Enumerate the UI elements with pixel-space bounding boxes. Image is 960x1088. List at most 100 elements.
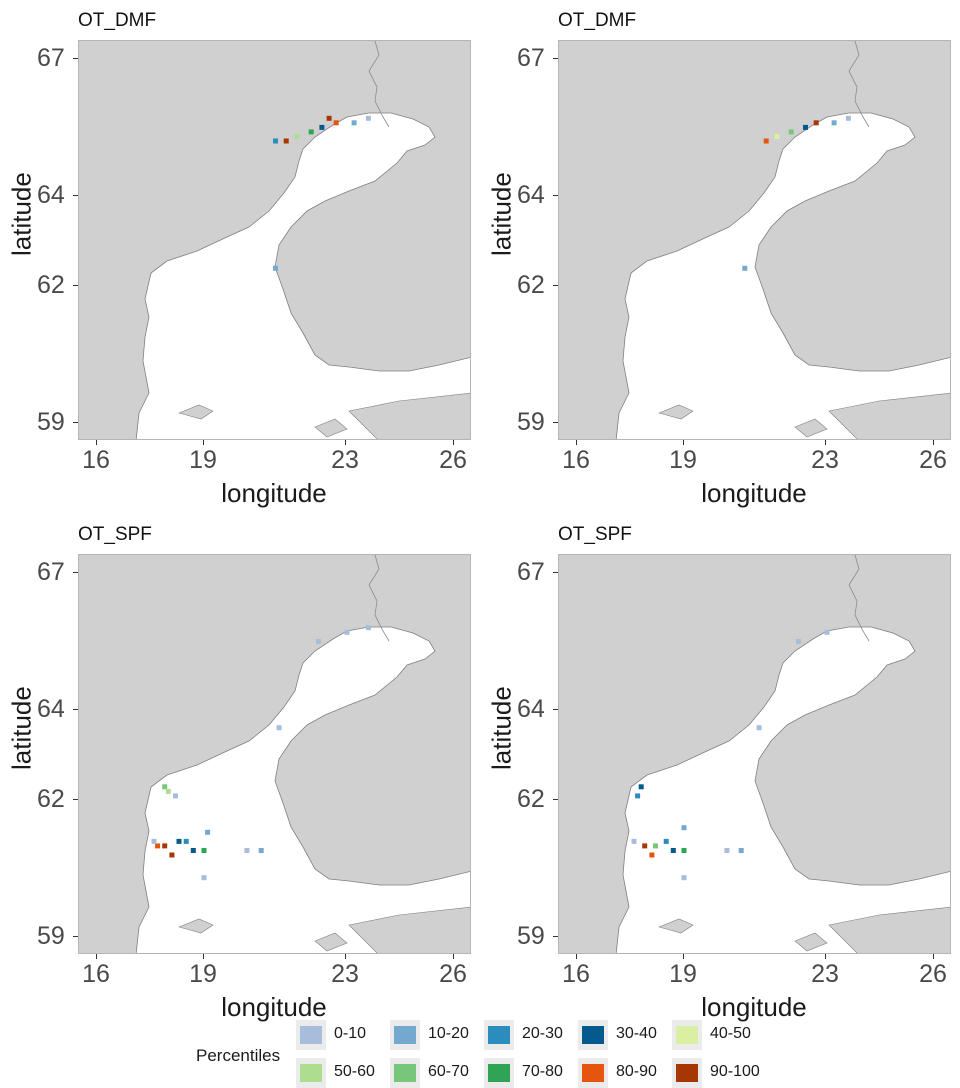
fishing-effort-cell: [670, 848, 676, 853]
legend-swatch: [676, 1026, 698, 1044]
legend-title: Percentiles: [196, 1046, 281, 1065]
map-panel: OT_DMF 67 64 62 59 16 19 23 26 latitude longitude: [0, 0, 480, 515]
x-tick-label: 19: [189, 960, 217, 988]
y-tick-mark: [553, 195, 558, 196]
fishing-effort-cell: [774, 134, 780, 139]
fishing-effort-cell: [205, 829, 211, 835]
y-tick-label: 59: [37, 408, 65, 436]
x-tick-mark: [203, 954, 204, 959]
x-tick-mark: [933, 954, 934, 959]
x-tick-mark: [683, 440, 684, 445]
legend-label: 90-100: [710, 1063, 760, 1080]
legend-swatch: [394, 1026, 416, 1044]
y-tick-mark: [73, 285, 78, 286]
y-tick-label: 67: [37, 558, 65, 586]
legend-label: 0-10: [334, 1025, 367, 1042]
x-tick-label: 26: [919, 960, 947, 988]
panel-title: OT_SPF: [558, 524, 632, 545]
x-tick-label: 26: [919, 446, 947, 474]
fishing-effort-cell: [724, 848, 730, 853]
fishing-effort-cell: [638, 784, 644, 790]
y-tick-mark: [553, 709, 558, 710]
y-tick-label: 62: [517, 271, 545, 299]
x-tick-mark: [576, 440, 577, 445]
fishing-effort-cell: [244, 848, 250, 853]
fishing-effort-cell: [333, 120, 339, 126]
x-tick-label: 16: [562, 960, 590, 988]
y-tick-mark: [553, 58, 558, 59]
y-tick-label: 62: [37, 785, 65, 813]
fishing-effort-cell: [845, 115, 851, 121]
fishing-effort-cell: [831, 120, 837, 126]
fishing-effort-cell: [276, 725, 282, 731]
map-svg: [559, 41, 950, 439]
fishing-effort-cell: [681, 875, 687, 881]
y-tick-label: 62: [517, 785, 545, 813]
legend: Percentiles 0-10 10-20 20-30 30-40 40-50 50-6…: [0, 1010, 960, 1088]
legend-key: [390, 1058, 420, 1088]
x-tick-label: 23: [811, 960, 839, 988]
fishing-effort-cell: [344, 629, 350, 635]
country-border: [848, 555, 870, 642]
x-tick-mark: [96, 954, 97, 959]
fishing-effort-cell: [294, 134, 300, 139]
x-tick-label: 23: [331, 446, 359, 474]
fishing-effort-cell: [824, 629, 830, 635]
fishing-effort-cell: [738, 848, 744, 853]
legend-swatch: [582, 1064, 604, 1082]
x-tick-mark: [345, 954, 346, 959]
legend-swatch: [300, 1064, 322, 1082]
y-tick-label: 64: [37, 695, 65, 723]
y-tick-label: 64: [517, 181, 545, 209]
y-tick-label: 67: [37, 44, 65, 72]
map-plot-area: [78, 40, 471, 440]
fishing-effort-cell: [326, 115, 332, 121]
legend-key: [296, 1058, 326, 1088]
fishing-effort-cell: [795, 638, 801, 644]
legend-label: 10-20: [428, 1025, 469, 1042]
y-tick-mark: [73, 195, 78, 196]
y-tick-mark: [73, 422, 78, 423]
legend-label: 40-50: [710, 1025, 751, 1042]
fishing-effort-cell: [631, 838, 637, 844]
fishing-effort-cell: [642, 843, 648, 849]
legend-key: [672, 1020, 702, 1050]
fishing-effort-cell: [273, 138, 278, 144]
x-tick-label: 23: [331, 960, 359, 988]
map-svg: [559, 555, 950, 953]
x-tick-mark: [345, 440, 346, 445]
x-axis-label: longitude: [701, 478, 807, 508]
y-tick-mark: [73, 799, 78, 800]
sea-area: [615, 112, 950, 439]
fishing-effort-cell: [176, 838, 182, 844]
map-plot-area: [78, 554, 471, 954]
fishing-effort-cell: [681, 848, 687, 853]
x-tick-label: 16: [82, 446, 110, 474]
x-tick-label: 16: [82, 960, 110, 988]
y-tick-label: 67: [517, 558, 545, 586]
map-plot-area: [558, 40, 951, 440]
map-panel: OT_SPF 67 64 62 59 16 19 23 26 latitude longitude: [0, 514, 480, 1029]
legend-label: 80-90: [616, 1063, 657, 1080]
fishing-effort-cell: [201, 848, 207, 853]
fishing-effort-cell: [283, 138, 289, 144]
legend-key: [484, 1020, 514, 1050]
y-tick-mark: [553, 799, 558, 800]
x-tick-label: 26: [439, 446, 467, 474]
sea-area: [615, 626, 950, 953]
legend-swatch: [488, 1064, 510, 1082]
x-tick-label: 26: [439, 960, 467, 988]
fishing-effort-cell: [273, 265, 278, 271]
x-tick-mark: [683, 954, 684, 959]
fishing-effort-cell: [201, 875, 207, 881]
legend-key: [578, 1020, 608, 1050]
fishing-effort-cell: [165, 788, 171, 794]
x-tick-mark: [576, 954, 577, 959]
y-tick-mark: [73, 709, 78, 710]
country-border: [368, 41, 390, 128]
y-tick-mark: [73, 572, 78, 573]
y-tick-mark: [553, 936, 558, 937]
fishing-effort-cell: [162, 843, 168, 849]
fishing-effort-cell: [151, 838, 157, 844]
fishing-effort-cell: [190, 848, 196, 853]
